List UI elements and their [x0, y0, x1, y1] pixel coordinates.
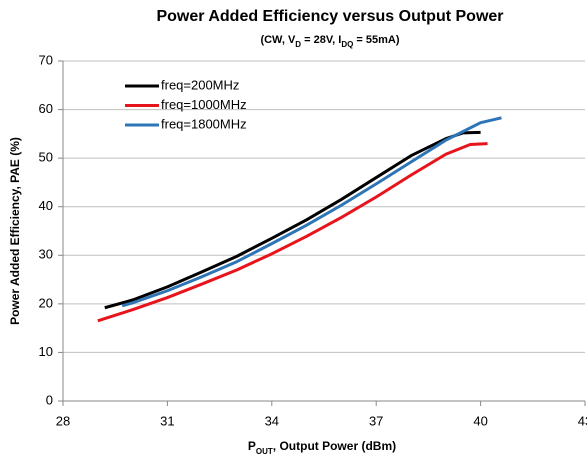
y-tick-label: 50	[39, 150, 53, 165]
text-part: = 55mA)	[353, 34, 399, 46]
x-tick-label: 28	[56, 413, 70, 428]
text-part: = 28V, I	[301, 34, 341, 46]
text-part: P	[248, 439, 256, 453]
y-tick-label: 30	[39, 247, 53, 262]
y-tick-label: 70	[39, 52, 53, 67]
subscript: DQ	[341, 40, 353, 49]
text-part: , Output Power (dBm)	[273, 439, 396, 453]
series-line	[121, 116, 502, 308]
y-axis-label: Power Added Efficiency, PAE (%)	[8, 137, 22, 325]
x-tick-label: 40	[473, 413, 487, 428]
y-tick-label: 0	[46, 392, 53, 407]
x-axis-label: POUT, Output Power (dBm)	[248, 439, 396, 455]
series-line	[97, 142, 488, 323]
x-tick-label: 43	[578, 413, 587, 428]
y-tick-label: 10	[39, 344, 53, 359]
y-tick-label: 60	[39, 101, 53, 116]
series-line	[104, 130, 481, 310]
legend-label: freq=200MHz	[161, 77, 239, 92]
subscript: OUT	[256, 447, 273, 456]
chart-subtitle: (CW, VD = 28V, IDQ = 55mA)	[260, 34, 399, 49]
x-tick-label: 34	[265, 413, 279, 428]
text-part: (CW, V	[260, 34, 295, 46]
x-tick-label: 31	[160, 413, 174, 428]
y-tick-label: 40	[39, 198, 53, 213]
legend-label: freq=1800MHz	[161, 116, 247, 131]
legend-label: freq=1000MHz	[161, 97, 247, 112]
y-tick-label: 20	[39, 295, 53, 310]
subscript: D	[295, 40, 301, 49]
chart-title: Power Added Efficiency versus Output Pow…	[156, 8, 503, 25]
x-tick-label: 37	[369, 413, 383, 428]
